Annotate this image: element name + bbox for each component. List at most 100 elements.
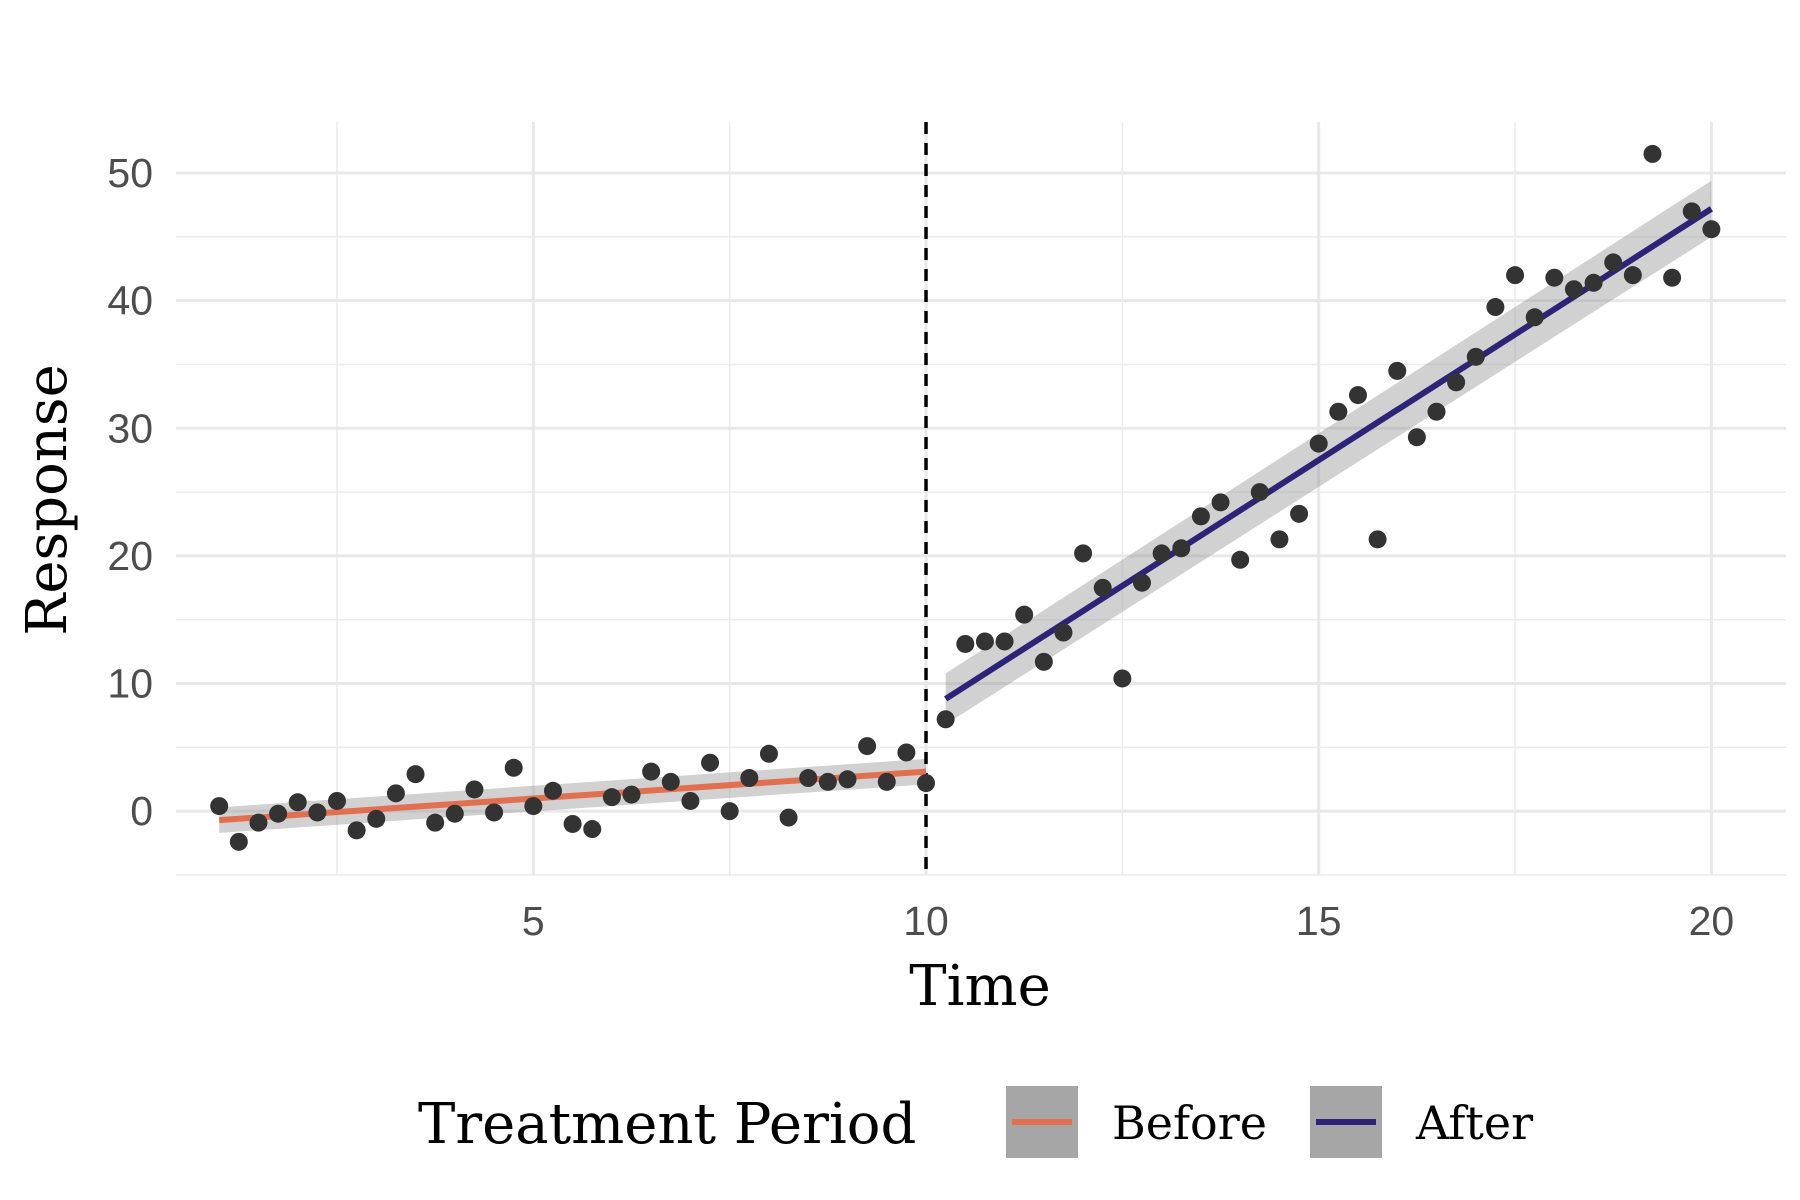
minor-gridlines	[176, 122, 1786, 876]
y-tick-label: 50	[107, 150, 153, 196]
data-point-after	[1270, 530, 1289, 549]
data-point-before	[799, 769, 818, 788]
data-point-before	[229, 832, 248, 851]
y-axis-ticks: 0 10 20 30 40 50	[107, 150, 153, 834]
data-point-before	[269, 804, 288, 823]
data-point-after	[1015, 605, 1034, 624]
y-tick-label: 30	[107, 405, 153, 451]
data-point-before	[917, 774, 936, 793]
data-point-before	[563, 814, 582, 833]
data-point-after	[936, 710, 955, 729]
x-tick-label: 5	[522, 898, 545, 944]
data-point-before	[779, 808, 798, 827]
y-tick-label: 0	[130, 788, 153, 834]
data-point-after	[1054, 623, 1073, 642]
data-point-before	[406, 765, 425, 784]
data-point-before	[818, 772, 837, 791]
data-point-before	[426, 813, 445, 832]
data-point-after	[1034, 652, 1053, 671]
data-point-after	[1290, 504, 1309, 523]
data-point-before	[838, 770, 857, 789]
data-point-after	[1564, 280, 1583, 299]
data-point-after	[1447, 373, 1466, 392]
data-point-after	[1152, 544, 1171, 563]
y-tick-label: 40	[107, 278, 153, 324]
major-gridlines	[176, 122, 1786, 875]
data-point-before	[504, 758, 523, 777]
data-point-before	[681, 791, 700, 810]
data-points	[210, 144, 1721, 851]
data-point-after	[1702, 220, 1721, 239]
data-point-before	[877, 772, 896, 791]
data-point-after	[1584, 273, 1603, 292]
data-point-after	[1211, 493, 1230, 512]
data-point-before	[367, 809, 386, 828]
data-point-before	[328, 791, 346, 810]
data-point-after	[1623, 266, 1642, 285]
data-point-after	[1191, 507, 1210, 526]
y-tick-label: 20	[107, 533, 153, 579]
legend-label-before: Before	[1112, 1096, 1267, 1150]
data-point-before	[701, 753, 720, 772]
data-point-after	[1231, 550, 1250, 569]
data-point-after	[1348, 386, 1367, 405]
legend-title: Treatment Period	[418, 1092, 916, 1157]
data-point-before	[465, 780, 484, 799]
data-point-after	[1368, 530, 1387, 549]
x-axis-title: Time	[909, 954, 1051, 1019]
data-point-after	[1427, 402, 1446, 421]
data-point-before	[210, 797, 229, 816]
data-point-before	[858, 737, 877, 756]
data-point-after	[1250, 483, 1269, 502]
data-point-after	[1525, 308, 1544, 327]
data-point-before	[386, 784, 405, 803]
legend: Treatment Period Before After	[418, 1086, 1533, 1158]
data-point-after	[975, 632, 994, 651]
data-point-before	[740, 769, 759, 788]
data-point-before	[347, 821, 366, 840]
data-point-after	[1506, 266, 1525, 285]
data-point-after	[1407, 428, 1426, 447]
data-point-after	[1093, 578, 1112, 597]
data-point-after	[1172, 539, 1191, 558]
x-axis-ticks: 5 10 15 20	[522, 898, 1734, 944]
x-tick-label: 10	[903, 898, 949, 944]
data-point-before	[288, 793, 307, 812]
data-point-after	[1309, 434, 1328, 453]
data-point-before	[249, 813, 268, 832]
data-point-after	[1682, 202, 1701, 221]
fit-line-after	[944, 206, 1714, 702]
legend-label-after: After	[1415, 1096, 1533, 1150]
data-point-after	[1329, 402, 1348, 421]
data-point-before	[897, 743, 916, 762]
data-point-after	[956, 634, 975, 653]
data-point-before	[759, 744, 778, 763]
data-point-after	[1604, 253, 1623, 272]
data-point-before	[642, 762, 661, 781]
data-point-before	[583, 820, 602, 839]
data-point-after	[1113, 669, 1132, 688]
data-point-after	[1074, 544, 1093, 563]
data-point-before	[485, 803, 504, 822]
data-point-before	[308, 803, 327, 822]
data-point-before	[445, 804, 464, 823]
data-point-before	[622, 785, 641, 804]
data-point-before	[602, 788, 621, 807]
data-point-after	[1643, 144, 1662, 163]
data-point-after	[995, 632, 1014, 651]
data-point-before	[661, 772, 680, 791]
y-axis-title: Response	[15, 364, 80, 636]
y-tick-label: 10	[107, 661, 153, 707]
x-tick-label: 15	[1296, 898, 1342, 944]
data-point-after	[1133, 573, 1151, 592]
data-point-after	[1663, 268, 1682, 287]
data-point-after	[1486, 298, 1505, 317]
data-point-before	[720, 802, 739, 821]
data-point-before	[524, 797, 543, 816]
data-point-after	[1545, 268, 1564, 287]
data-point-after	[1388, 361, 1407, 380]
x-tick-label: 20	[1689, 898, 1735, 944]
data-point-after	[1466, 347, 1485, 366]
